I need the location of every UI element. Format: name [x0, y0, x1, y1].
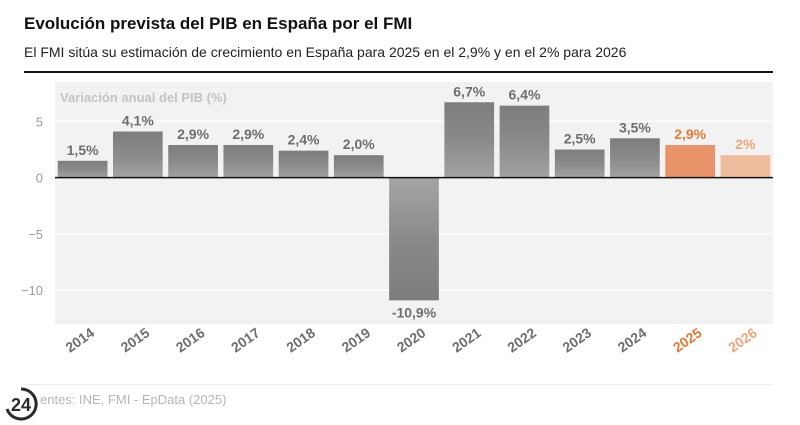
x-tick-label-2022: 2022 [504, 324, 539, 355]
x-tick-label-2021: 2021 [449, 324, 484, 355]
data-labels: 1,5% 4,1% 2,9% 2,9% 2,4% 2,0% -10,9% 6,7% 6,4% 2,… [67, 83, 756, 320]
chart-subtitle: El FMI sitúa su estimación de crecimient… [24, 44, 627, 60]
data-label-2017: 2,9% [232, 126, 264, 142]
bar-2026 [720, 155, 771, 178]
data-label-2020: -10,9% [392, 304, 437, 320]
x-tick-label-2016: 2016 [173, 324, 208, 355]
bar-2022 [499, 105, 550, 178]
bar-2021 [444, 102, 495, 178]
source-note: entes: INE, FMI - EpData (2025) [40, 392, 227, 407]
x-tick-label-2014: 2014 [62, 324, 97, 355]
x-tick-label-2017: 2017 [228, 324, 263, 355]
x-tick-label-2025: 2025 [670, 324, 705, 355]
logo-text: 24 [11, 395, 31, 415]
bar-2016 [168, 145, 218, 178]
data-label-2022: 6,4% [509, 87, 541, 103]
data-label-2024: 3,5% [619, 119, 651, 135]
data-label-2015: 4,1% [122, 113, 154, 129]
x-tick-label-2018: 2018 [283, 324, 318, 355]
bar-2018 [278, 150, 329, 178]
y-axis-label: Variación anual del PIB (%) [60, 90, 227, 105]
bar-2015 [112, 131, 163, 178]
bar-2020 [389, 177, 439, 301]
data-label-2021: 6,7% [453, 83, 485, 99]
bar-2024 [610, 138, 660, 178]
x-tick-label-2026: 2026 [725, 324, 760, 355]
data-label-2023: 2,5% [564, 131, 596, 147]
bar-2014 [57, 160, 108, 178]
y-tick-label: −10 [21, 283, 43, 298]
y-tick-label: 0 [36, 171, 43, 186]
y-axis-ticks: 5 0 −5 −10 [21, 114, 43, 298]
y-tick-label: −5 [28, 227, 43, 242]
data-label-2018: 2,4% [288, 132, 320, 148]
bar-2017 [223, 145, 274, 178]
bar-2019 [333, 155, 384, 178]
y-tick-label: 5 [36, 114, 43, 129]
x-tick-label-2019: 2019 [339, 324, 374, 355]
data-label-2014: 1,5% [67, 142, 99, 158]
x-axis-ticks: 2014 2015 2016 2017 2018 2019 2020 2021 2022 2023… [62, 324, 760, 355]
x-tick-label-2015: 2015 [118, 324, 153, 355]
bar-2025 [665, 145, 716, 178]
24-logo-icon: 24 [5, 387, 38, 421]
x-tick-label-2023: 2023 [559, 324, 594, 355]
chart-title: Evolución prevista del PIB en España por… [24, 14, 413, 33]
footer-divider [24, 384, 773, 385]
bar-2023 [554, 149, 605, 178]
data-label-2025: 2,9% [674, 126, 706, 142]
data-label-2019: 2,0% [343, 136, 375, 152]
data-label-2016: 2,9% [177, 126, 209, 142]
gdp-bar-chart: 1,5% 4,1% 2,9% 2,9% 2,4% 2,0% -10,9% 6,7% 6,4% 2,… [21, 82, 773, 355]
x-tick-label-2020: 2020 [394, 324, 429, 355]
x-tick-label-2024: 2024 [615, 324, 650, 355]
bars [55, 102, 773, 301]
data-label-2026: 2% [735, 136, 756, 152]
header-divider [24, 71, 773, 73]
